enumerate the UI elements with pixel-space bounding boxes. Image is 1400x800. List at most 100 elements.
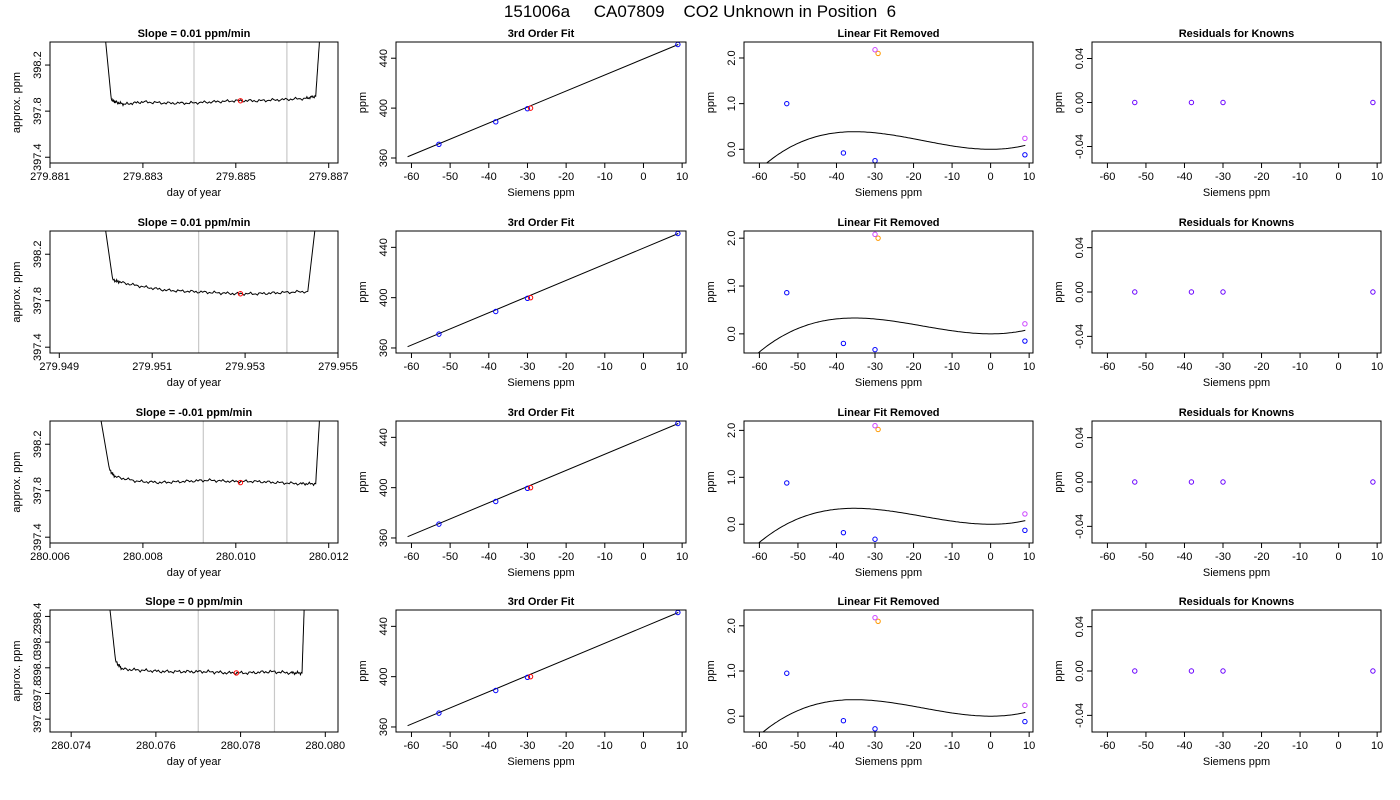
residual-curve [762, 699, 1026, 732]
panel-residuals-row3: Residuals for Knowns -60 -50 -40 -30 -20 -10 0 1… [1053, 407, 1383, 579]
x-tick-label: 279.887 [309, 171, 349, 183]
x-tick-label: 279.955 [318, 361, 358, 373]
fit-line [407, 612, 679, 727]
known-point [784, 480, 790, 486]
known-point [872, 346, 878, 353]
plot-area [407, 231, 681, 348]
panel-title: 3rd Order Fit [508, 407, 575, 419]
x-tick-label: 0 [640, 361, 646, 373]
y-tick-label: 0.00 [1074, 660, 1086, 681]
x-tick-label: 0 [988, 171, 994, 183]
x-tick-label: -20 [558, 171, 574, 183]
panel-title: 3rd Order Fit [508, 28, 575, 40]
x-tick-label: -20 [906, 551, 922, 563]
y-tick-label: 397.6 [32, 705, 44, 733]
known-point [1022, 338, 1028, 344]
y-axis-label: approx. ppm [11, 72, 23, 133]
y-tick-label: 397.8 [32, 477, 44, 505]
x-tick-label: -40 [829, 171, 845, 183]
panel-linear-fit-removed-row1: Linear Fit Removed -60 -50 -40 -30 -20 -10 0 10 0… [705, 28, 1035, 199]
mean-marker [237, 291, 244, 297]
y-tick-label: 0.0 [726, 517, 738, 532]
y-tick-label: 0.00 [1074, 281, 1086, 302]
plot-frame [49, 420, 339, 544]
x-tick-label: 280.078 [221, 740, 261, 752]
x-tick-label: -60 [751, 740, 767, 752]
y-tick-label: 2.0 [726, 231, 738, 246]
x-tick-label: 0 [1336, 171, 1342, 183]
known-point [784, 100, 790, 107]
known-point [840, 150, 847, 156]
known-point [524, 485, 531, 491]
residual-point [1188, 668, 1195, 674]
y-axis-label: ppm [357, 471, 369, 492]
x-tick-label: 279.949 [39, 361, 79, 373]
fit-line [407, 233, 679, 348]
plot-area [757, 231, 1028, 353]
x-tick-label: -40 [829, 551, 845, 563]
x-tick-label: 0 [640, 551, 646, 563]
panel-title: Linear Fit Removed [837, 407, 939, 419]
y-tick-label: 1.0 [726, 663, 738, 678]
panel-time-series-row4: Slope = 0 ppm/min 280.074 280.076 280.078 28… [11, 596, 345, 768]
x-tick-label: -40 [1177, 171, 1193, 183]
residual-curve [757, 507, 1026, 543]
y-axis-label: ppm [357, 281, 369, 302]
x-tick-label: 10 [1371, 361, 1383, 373]
x-tick-label: -30 [1215, 551, 1231, 563]
unknown-point [527, 294, 534, 301]
x-tick-label: -60 [1099, 740, 1115, 752]
residual-point [1132, 479, 1138, 485]
panel-title: Residuals for Knowns [1179, 407, 1295, 419]
x-tick-label: -50 [1138, 361, 1154, 373]
y-tick-label: 0.00 [1074, 92, 1086, 113]
plot-frame [395, 230, 687, 354]
y-tick-label: 360 [378, 149, 390, 167]
known-point [840, 340, 847, 347]
y-tick-label: 2.0 [726, 618, 738, 633]
x-tick-label: -10 [597, 740, 613, 752]
x-tick-label: -30 [520, 740, 536, 752]
x-tick-label: -50 [790, 740, 806, 752]
x-tick-label: 0 [640, 740, 646, 752]
plot-frame [395, 41, 687, 164]
y-axis-label: ppm [705, 660, 717, 681]
panel-fit-row3: 3rd Order Fit -60 -50 -40 -30 -20 -10 0 10 360 400… [357, 407, 688, 579]
y-axis-label: approx. ppm [11, 451, 23, 512]
x-tick-label: -40 [829, 740, 845, 752]
known-point [872, 158, 878, 163]
panel-title: Residuals for Knowns [1179, 596, 1295, 608]
known-point [436, 141, 442, 147]
x-tick-label: 280.010 [216, 551, 256, 563]
y-tick-label: 397.8 [32, 680, 44, 708]
x-tick-label: -50 [442, 551, 458, 563]
plot-frame [395, 420, 687, 544]
known-point [524, 295, 531, 301]
panel-time-series-row3: Slope = -0.01 ppm/min 280.006 280.008 280.0… [11, 407, 349, 579]
plot-area [762, 614, 1028, 732]
panel-title: Residuals for Knowns [1179, 217, 1295, 229]
unknown-point-purple [1022, 135, 1028, 142]
plot-frame [1091, 41, 1382, 164]
residual-point [1220, 668, 1226, 674]
x-tick-label: -50 [1138, 551, 1154, 563]
x-tick-label: -30 [520, 171, 536, 183]
x-tick-label: -60 [751, 171, 767, 183]
x-tick-label: 10 [676, 171, 688, 183]
y-tick-label: 2.0 [726, 50, 738, 65]
y-tick-label: 0.0 [726, 326, 738, 341]
series-line [104, 231, 316, 296]
x-tick-label: 10 [1023, 171, 1035, 183]
mean-marker [237, 479, 244, 486]
known-point [872, 536, 878, 542]
panel-title: Linear Fit Removed [837, 217, 939, 229]
x-axis-label: Siemens ppm [507, 377, 574, 389]
known-point [436, 331, 442, 337]
residual-point [1188, 99, 1195, 106]
panel-residuals-row4: Residuals for Knowns -60 -50 -40 -30 -20 -10 0 1… [1053, 596, 1383, 768]
y-tick-label: 397.8 [32, 97, 44, 125]
x-tick-label: -50 [1138, 171, 1154, 183]
y-tick-label: 397.4 [32, 333, 44, 361]
x-tick-label: -10 [597, 361, 613, 373]
